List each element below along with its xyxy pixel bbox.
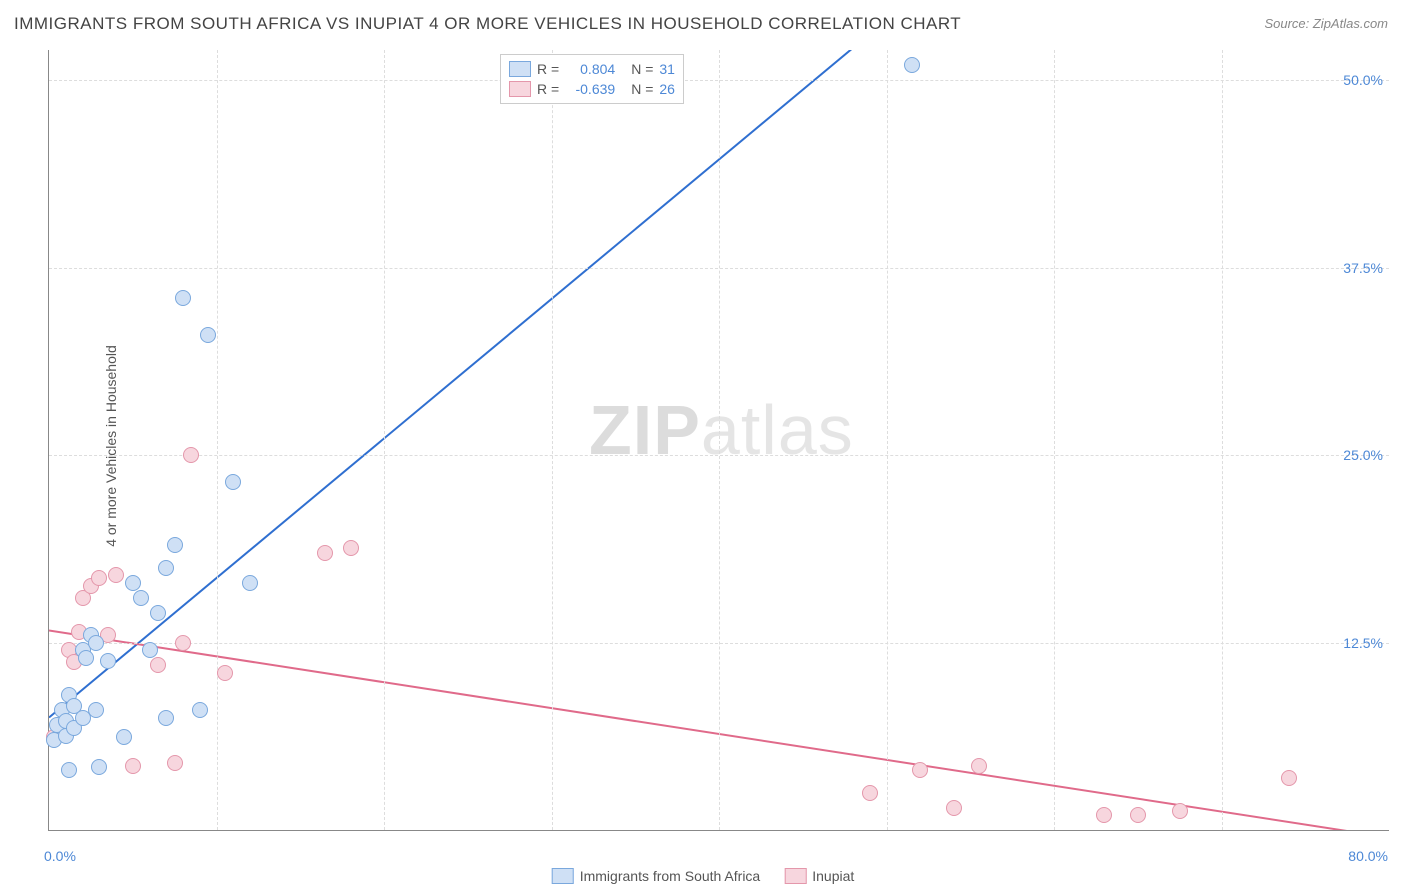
scatter-point xyxy=(158,560,174,576)
scatter-point xyxy=(200,327,216,343)
watermark-zip: ZIP xyxy=(589,391,701,469)
scatter-point xyxy=(88,635,104,651)
legend-bottom: Immigrants from South Africa Inupiat xyxy=(552,868,855,884)
scatter-point xyxy=(904,57,920,73)
source-attribution: Source: ZipAtlas.com xyxy=(1264,16,1388,31)
scatter-point xyxy=(1130,807,1146,823)
scatter-point xyxy=(133,590,149,606)
n-label: N = xyxy=(631,61,653,77)
scatter-point xyxy=(217,665,233,681)
scatter-point xyxy=(175,290,191,306)
scatter-point xyxy=(125,575,141,591)
scatter-point xyxy=(946,800,962,816)
scatter-point xyxy=(167,537,183,553)
scatter-point xyxy=(183,447,199,463)
n-value: 26 xyxy=(659,81,675,97)
correlation-stats-box: R = 0.804 N = 31 R = -0.639 N = 26 xyxy=(500,54,684,104)
r-value: 0.804 xyxy=(565,61,615,77)
scatter-point xyxy=(158,710,174,726)
scatter-point xyxy=(1172,803,1188,819)
scatter-point xyxy=(242,575,258,591)
gridline-v xyxy=(384,50,385,830)
legend-swatch xyxy=(509,81,531,97)
x-tick-min: 0.0% xyxy=(44,848,76,864)
scatter-point xyxy=(317,545,333,561)
scatter-point xyxy=(167,755,183,771)
stats-row: R = -0.639 N = 26 xyxy=(509,79,675,99)
watermark-atlas: atlas xyxy=(701,391,854,469)
legend-label: Inupiat xyxy=(812,868,854,884)
scatter-point xyxy=(125,758,141,774)
y-tick-label: 50.0% xyxy=(1343,72,1383,88)
scatter-point xyxy=(343,540,359,556)
plot-area: ZIPatlas 12.5% 25.0% 37.5% 50.0% xyxy=(48,50,1389,831)
scatter-point xyxy=(971,758,987,774)
y-tick-label: 37.5% xyxy=(1343,260,1383,276)
scatter-point xyxy=(1281,770,1297,786)
scatter-point xyxy=(192,702,208,718)
scatter-point xyxy=(1096,807,1112,823)
legend-swatch xyxy=(784,868,806,884)
scatter-point xyxy=(100,653,116,669)
legend-swatch xyxy=(552,868,574,884)
scatter-point xyxy=(78,650,94,666)
scatter-point xyxy=(88,702,104,718)
scatter-point xyxy=(862,785,878,801)
scatter-point xyxy=(116,729,132,745)
gridline-v xyxy=(1222,50,1223,830)
r-value: -0.639 xyxy=(565,81,615,97)
n-label: N = xyxy=(631,81,653,97)
legend-item: Immigrants from South Africa xyxy=(552,868,761,884)
scatter-point xyxy=(175,635,191,651)
scatter-point xyxy=(150,657,166,673)
scatter-point xyxy=(91,570,107,586)
gridline-v xyxy=(719,50,720,830)
legend-swatch xyxy=(509,61,531,77)
gridline-v xyxy=(1054,50,1055,830)
y-tick-label: 25.0% xyxy=(1343,447,1383,463)
n-value: 31 xyxy=(659,61,675,77)
r-label: R = xyxy=(537,81,559,97)
scatter-point xyxy=(150,605,166,621)
scatter-point xyxy=(91,759,107,775)
scatter-point xyxy=(912,762,928,778)
gridline-v xyxy=(552,50,553,830)
legend-item: Inupiat xyxy=(784,868,854,884)
y-tick-label: 12.5% xyxy=(1343,635,1383,651)
watermark: ZIPatlas xyxy=(589,390,854,470)
scatter-point xyxy=(61,762,77,778)
trend-line xyxy=(49,50,887,718)
r-label: R = xyxy=(537,61,559,77)
x-tick-max: 80.0% xyxy=(1348,848,1388,864)
gridline-v xyxy=(887,50,888,830)
scatter-point xyxy=(108,567,124,583)
scatter-point xyxy=(142,642,158,658)
chart-title: IMMIGRANTS FROM SOUTH AFRICA VS INUPIAT … xyxy=(14,14,961,34)
scatter-point xyxy=(225,474,241,490)
stats-row: R = 0.804 N = 31 xyxy=(509,59,675,79)
gridline-v xyxy=(217,50,218,830)
legend-label: Immigrants from South Africa xyxy=(580,868,761,884)
